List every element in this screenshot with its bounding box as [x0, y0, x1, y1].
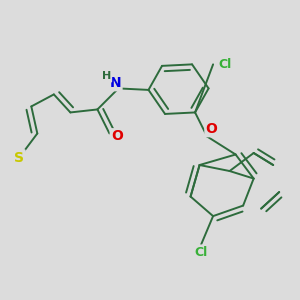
Text: O: O [111, 130, 123, 143]
Text: Cl: Cl [194, 246, 208, 259]
Text: Cl: Cl [218, 58, 232, 71]
Text: O: O [206, 122, 218, 136]
Text: S: S [14, 151, 24, 164]
Text: H: H [102, 71, 111, 81]
Text: N: N [110, 76, 121, 90]
